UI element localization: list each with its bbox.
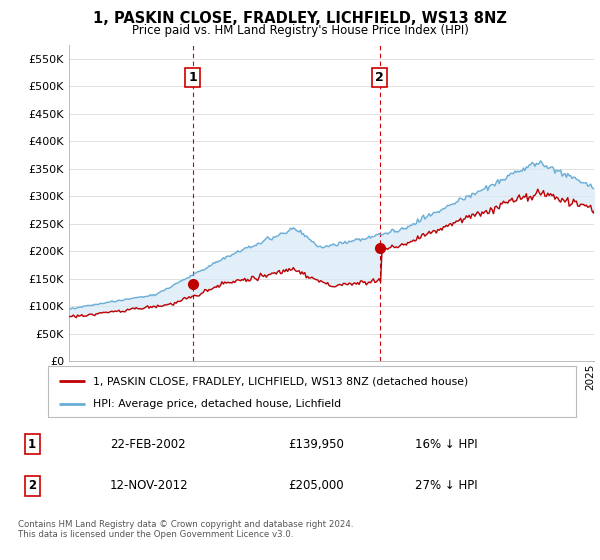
Text: £139,950: £139,950 [289, 438, 344, 451]
Text: 2: 2 [28, 479, 36, 492]
Text: 27% ↓ HPI: 27% ↓ HPI [415, 479, 478, 492]
Text: 22-FEB-2002: 22-FEB-2002 [110, 438, 185, 451]
Text: 1: 1 [28, 438, 36, 451]
Text: 1: 1 [188, 71, 197, 85]
Text: £205,000: £205,000 [289, 479, 344, 492]
Text: HPI: Average price, detached house, Lichfield: HPI: Average price, detached house, Lich… [93, 399, 341, 409]
Text: Price paid vs. HM Land Registry's House Price Index (HPI): Price paid vs. HM Land Registry's House … [131, 24, 469, 36]
Text: 2: 2 [375, 71, 384, 85]
Text: Contains HM Land Registry data © Crown copyright and database right 2024.
This d: Contains HM Land Registry data © Crown c… [18, 520, 353, 539]
Text: 1, PASKIN CLOSE, FRADLEY, LICHFIELD, WS13 8NZ (detached house): 1, PASKIN CLOSE, FRADLEY, LICHFIELD, WS1… [93, 376, 468, 386]
Text: 12-NOV-2012: 12-NOV-2012 [110, 479, 188, 492]
Text: 16% ↓ HPI: 16% ↓ HPI [415, 438, 478, 451]
Text: 1, PASKIN CLOSE, FRADLEY, LICHFIELD, WS13 8NZ: 1, PASKIN CLOSE, FRADLEY, LICHFIELD, WS1… [93, 11, 507, 26]
